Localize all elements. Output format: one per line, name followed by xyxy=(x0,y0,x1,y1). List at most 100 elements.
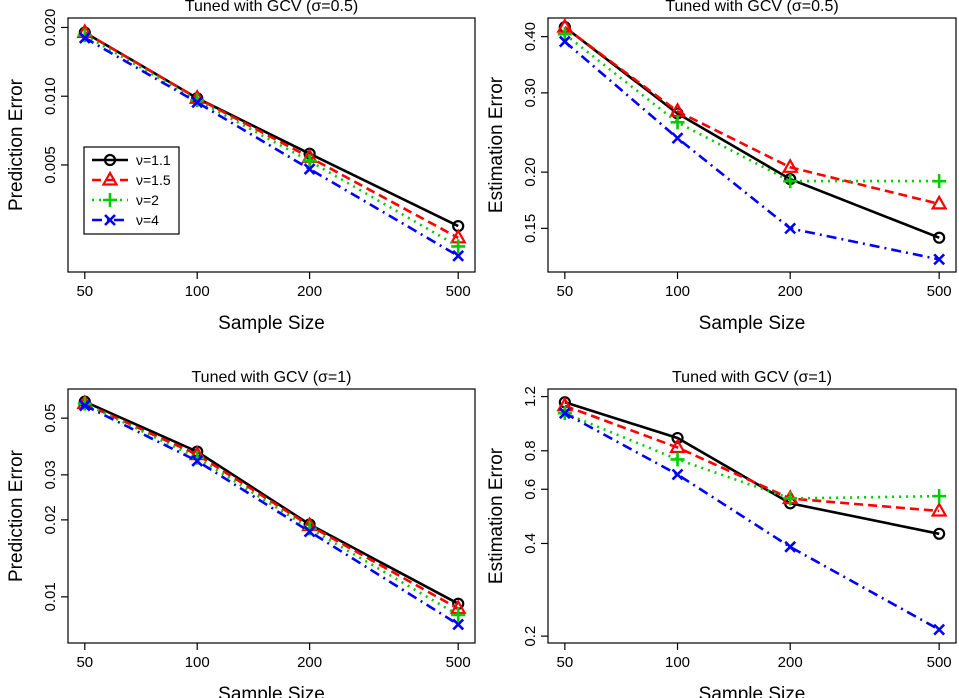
data-point xyxy=(671,132,684,145)
plot-frame xyxy=(67,388,476,644)
y-tick-label: 0.8 xyxy=(522,440,539,461)
y-tick-label: 1.2 xyxy=(522,386,539,407)
data-point xyxy=(932,174,947,189)
series-line-4 xyxy=(84,404,459,626)
x-tick-label: 50 xyxy=(557,654,574,671)
y-tick-label: 0.02 xyxy=(42,505,59,534)
x-tick-label: 100 xyxy=(185,654,210,671)
data-point xyxy=(558,35,571,48)
plot-frame xyxy=(547,17,957,273)
panel-title: Tuned with GCV (σ=1) xyxy=(191,369,351,386)
data-point xyxy=(303,163,316,175)
y-tick-label: 0.01 xyxy=(42,582,59,611)
panel-3: Tuned with GCV (σ=1) 50 100 200 500 Sample Si… xyxy=(6,369,476,698)
series-line-2 xyxy=(84,402,459,610)
y-axis-label: Estimation Error xyxy=(486,76,507,213)
y-tick-label: 0.020 xyxy=(42,9,59,47)
data-point xyxy=(784,540,797,553)
series-line-3 xyxy=(564,411,940,500)
panel-2: Tuned with GCV (σ=0.5) 50 100 200 500 Sample … xyxy=(486,0,957,334)
panel-4: Tuned with GCV (σ=1) 50 100 200 500 Sample Si… xyxy=(486,369,957,698)
x-tick-label: 100 xyxy=(185,283,210,300)
data-point xyxy=(930,194,948,210)
y-tick-label: 0.30 xyxy=(522,78,539,107)
y-axis-label: Prediction Error xyxy=(6,449,27,582)
data-point xyxy=(671,431,684,445)
x-tick-label: 50 xyxy=(76,283,93,300)
x-axis-label: Sample Size xyxy=(218,684,325,698)
legend: ν=1.1 ν=1.5 ν=2 ν=4 xyxy=(83,146,180,235)
data-point xyxy=(452,618,465,631)
data-point xyxy=(933,231,946,244)
data-point xyxy=(451,239,466,254)
data-point xyxy=(77,396,92,411)
legend-marker xyxy=(104,214,116,226)
x-tick-label: 100 xyxy=(665,654,690,671)
y-tick-label: 0.20 xyxy=(522,158,539,187)
data-point xyxy=(670,115,685,130)
data-point xyxy=(78,399,91,412)
series-line-4 xyxy=(84,36,459,258)
data-point xyxy=(933,623,946,636)
data-point xyxy=(452,249,465,262)
panel-title: Tuned with GCV (σ=1) xyxy=(672,369,832,386)
y-tick-label: 0.2 xyxy=(522,626,539,647)
x-tick-label: 200 xyxy=(778,654,803,671)
data-point xyxy=(451,607,466,622)
y-tick-label: 0.40 xyxy=(522,22,539,51)
x-tick-label: 200 xyxy=(297,654,322,671)
data-point xyxy=(781,158,799,173)
x-tick-label: 50 xyxy=(76,654,93,671)
series-line-4 xyxy=(563,40,940,261)
x-axis-label: Sample Size xyxy=(699,313,806,334)
data-point xyxy=(558,407,571,420)
x-tick-label: 500 xyxy=(927,654,952,671)
data-point xyxy=(190,93,205,108)
data-point xyxy=(77,28,92,43)
plot-frame xyxy=(67,17,476,273)
x-tick-label: 50 xyxy=(557,283,574,300)
x-tick-label: 200 xyxy=(778,283,803,300)
plot-frame xyxy=(547,388,957,644)
x-tick-label: 500 xyxy=(446,654,471,671)
series-line-1 xyxy=(564,401,940,536)
legend-marker xyxy=(103,153,117,167)
panel-title: Tuned with GCV (σ=0.5) xyxy=(665,0,838,15)
legend-label: ν=4 xyxy=(136,212,159,228)
legend-marker xyxy=(103,193,117,207)
series-line-1 xyxy=(564,26,940,239)
data-point xyxy=(303,525,316,538)
series-line-1 xyxy=(84,400,459,605)
data-point xyxy=(930,501,948,517)
data-point xyxy=(78,31,91,44)
data-point xyxy=(302,154,317,169)
y-tick-label: 0.03 xyxy=(42,460,59,489)
data-point xyxy=(191,96,204,109)
legend-label: ν=2 xyxy=(136,192,159,208)
data-point xyxy=(932,489,947,504)
data-point xyxy=(669,438,686,454)
legend-label: ν=1.5 xyxy=(136,172,171,188)
data-point xyxy=(933,527,946,540)
data-point xyxy=(670,452,685,467)
y-tick-label: 0.010 xyxy=(42,77,59,115)
data-point xyxy=(933,253,946,266)
x-axis-label: Sample Size xyxy=(699,684,806,698)
series-line-3 xyxy=(84,402,459,617)
panel-1: Tuned with GCV (σ=0.5) 50 100 200 500 Sample … xyxy=(6,0,476,334)
y-axis-label: Estimation Error xyxy=(486,447,507,584)
y-tick-label: 0.15 xyxy=(522,214,539,243)
panel-title: Tuned with GCV (σ=0.5) xyxy=(185,0,358,15)
series-line-3 xyxy=(84,34,459,248)
x-tick-label: 500 xyxy=(927,283,952,300)
x-axis-label: Sample Size xyxy=(218,313,325,334)
data-point xyxy=(191,455,204,467)
series-line-2 xyxy=(564,26,940,206)
x-tick-label: 500 xyxy=(446,283,471,300)
x-tick-label: 200 xyxy=(297,283,322,300)
y-tick-label: 0.4 xyxy=(522,533,539,554)
data-point xyxy=(671,468,684,481)
y-tick-label: 0.05 xyxy=(42,404,59,433)
legend-label: ν=1.1 xyxy=(136,152,171,168)
